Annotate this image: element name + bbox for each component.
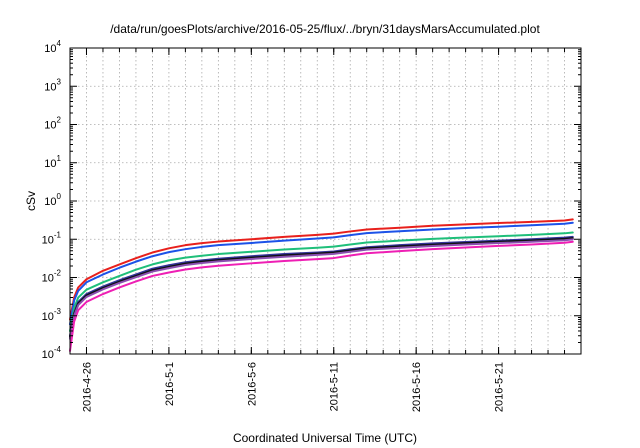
- y-tick-label: 10-4: [42, 345, 62, 361]
- y-tick-label: 10-1: [42, 230, 62, 246]
- y-tick-label: 104: [44, 39, 61, 55]
- chart-title: /data/run/goesPlots/archive/2016-05-25/f…: [110, 22, 540, 36]
- x-tick-label: 2016-4-26: [81, 362, 93, 412]
- y-tick-label: 100: [44, 192, 61, 208]
- y-tick-label: 102: [44, 116, 61, 132]
- y-axis-label: cSv: [24, 191, 38, 211]
- x-tick-label: 2016-5-1: [164, 362, 176, 406]
- y-tick-label: 103: [44, 77, 61, 93]
- x-tick-label: 2016-5-16: [411, 362, 423, 412]
- y-tick-label: 101: [44, 154, 61, 170]
- series-line: [69, 240, 574, 352]
- x-axis-label: Coordinated Universal Time (UTC): [233, 431, 417, 445]
- y-axis: 10-4 10-3 10-2 10-1 100 101 102 103 104: [42, 39, 581, 361]
- series-line: [69, 237, 574, 338]
- y-tick-label: 10-2: [42, 269, 62, 285]
- series-line: [69, 231, 574, 332]
- x-axis: 2016-4-26 2016-5-1 2016-5-6 2016-5-11 2016-5…: [81, 48, 566, 412]
- x-tick-label: 2016-5-11: [329, 362, 341, 411]
- series-line: [69, 221, 574, 326]
- series-line: [69, 235, 574, 337]
- x-tick-label: 2016-5-21: [494, 362, 506, 412]
- y-tick-label: 10-3: [42, 307, 62, 323]
- series-lines: [69, 218, 574, 352]
- x-tick-label: 2016-5-6: [246, 362, 258, 406]
- grid: [70, 47, 581, 355]
- series-line: [69, 218, 574, 321]
- series-line: [69, 238, 574, 340]
